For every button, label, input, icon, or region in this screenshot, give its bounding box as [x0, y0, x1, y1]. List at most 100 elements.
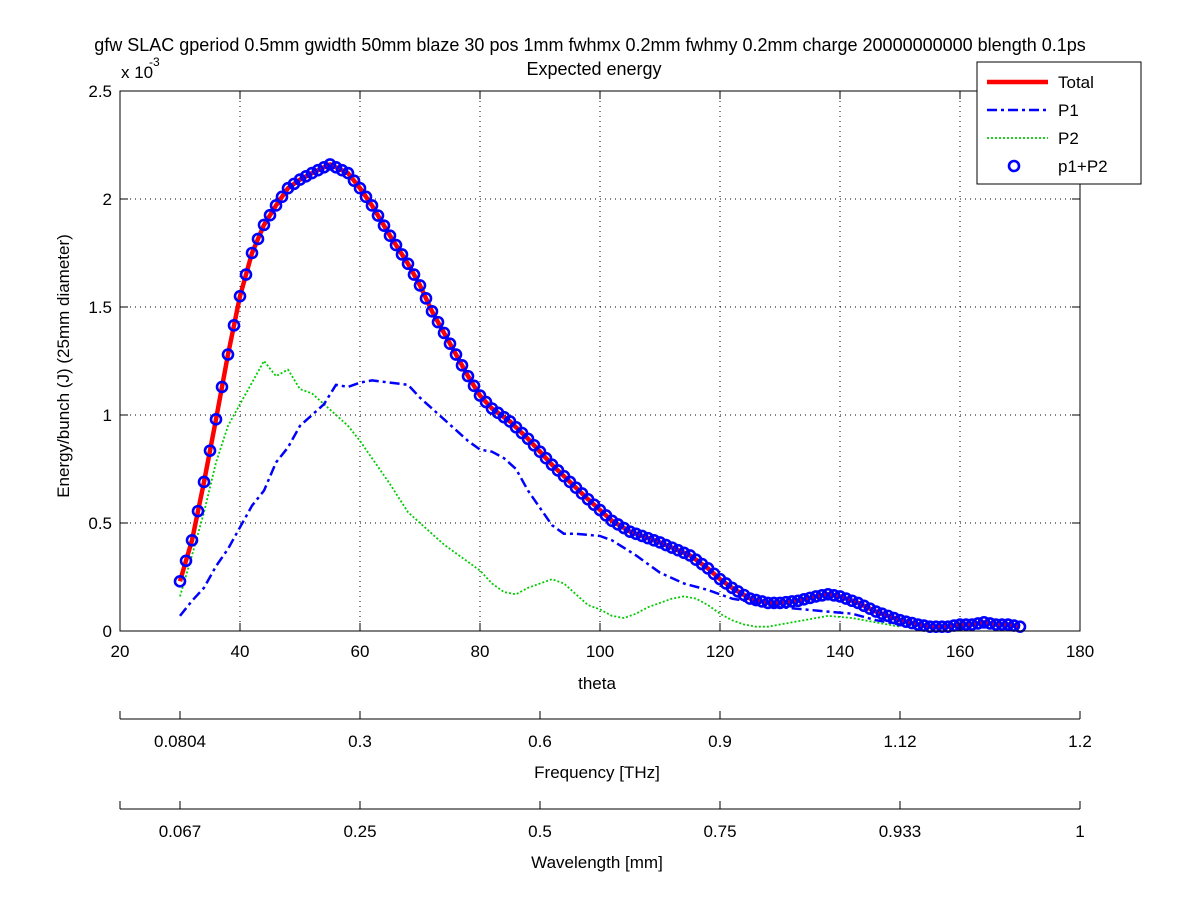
legend-swatch: [1007, 159, 1021, 173]
data-point: [833, 590, 847, 603]
data-point: [623, 525, 637, 538]
data-point: [425, 305, 439, 318]
data-point: [389, 238, 403, 252]
data-point: [755, 595, 769, 608]
x-tick-label: 60: [351, 642, 370, 661]
secondary-tick-label: 0.933: [879, 822, 922, 841]
data-point: [971, 617, 985, 630]
y-tick-label: 2.5: [88, 82, 112, 101]
data-point: [221, 348, 235, 361]
secondary-tick-label: 0.067: [159, 822, 202, 841]
x-tick-label: 160: [946, 642, 974, 661]
series-p1-p2-markers: [173, 158, 1027, 633]
y-exponent-base: x 10: [121, 63, 153, 82]
data-point: [359, 190, 373, 204]
y-tick-label: 1.5: [88, 298, 112, 317]
data-point: [863, 602, 877, 615]
data-point: [893, 613, 907, 627]
data-point: [449, 348, 463, 361]
x-tick-label: 80: [471, 642, 490, 661]
data-point: [779, 595, 793, 609]
x-tick-label: 140: [826, 642, 854, 661]
secondary-axis-label: Wavelength [mm]: [531, 853, 663, 872]
data-point: [875, 607, 889, 621]
data-point: [881, 609, 895, 623]
legend-entry: P2: [987, 129, 1079, 148]
x-axis-ticks: 20 40 60 80 100 120 140 160 180: [111, 91, 1094, 661]
data-point: [407, 268, 421, 281]
x-tick-label: 120: [706, 642, 734, 661]
data-point: [377, 219, 391, 232]
chart-title: gfw SLAC gperiod 0.5mm gwidth 50mm blaze…: [94, 35, 1086, 55]
legend-label: Total: [1058, 73, 1094, 92]
y-tick-label: 2: [103, 190, 112, 209]
data-point: [665, 541, 679, 554]
secondary-axis-label: Frequency [THz]: [534, 763, 660, 782]
data-point: [959, 618, 973, 631]
data-point: [677, 546, 691, 560]
x-tick-label: 20: [111, 642, 130, 661]
legend-label: p1+P2: [1058, 157, 1108, 176]
data-point: [935, 620, 949, 633]
data-point: [629, 527, 643, 541]
series-p2-line: [179, 360, 901, 628]
data-point: [347, 174, 361, 187]
data-point: [227, 319, 241, 332]
data-point: [1001, 618, 1015, 631]
data-point: [845, 594, 859, 608]
data-point: [251, 232, 265, 246]
data-point: [383, 229, 397, 243]
data-point: [353, 181, 367, 195]
data-point: [191, 504, 205, 518]
data-point: [647, 533, 661, 547]
data-point: [263, 208, 277, 222]
data-point: [905, 616, 919, 630]
secondary-tick-label: 0.25: [343, 822, 376, 841]
data-point: [749, 593, 763, 607]
x-tick-label: 40: [231, 642, 250, 661]
data-point: [785, 595, 799, 608]
data-point: [869, 605, 883, 618]
data-point: [899, 615, 913, 628]
secondary-tick-label: 0.0804: [154, 732, 206, 751]
legend-label: P2: [1058, 129, 1079, 148]
data-point: [317, 161, 331, 174]
data-point: [401, 257, 415, 271]
secondary-axis-2: 0.067 0.25 0.5 0.75 0.933 1 Wavelength [mm]: [119, 801, 1085, 872]
secondary-tick-label: 1: [1075, 822, 1084, 841]
data-point: [761, 596, 775, 610]
data-point: [995, 618, 1009, 631]
series-layer: [173, 158, 1027, 633]
y-tick-label: 0: [103, 622, 112, 641]
data-point: [803, 591, 817, 605]
y-axis-label: Energy/bunch (J) (25mm diameter): [54, 234, 73, 498]
data-point: [767, 596, 781, 610]
data-point: [659, 538, 673, 552]
data-point: [233, 289, 247, 303]
data-point: [269, 199, 283, 212]
data-point: [341, 166, 355, 180]
data-point: [239, 268, 253, 281]
secondary-tick-label: 0.6: [528, 732, 552, 751]
data-point: [431, 315, 445, 329]
y-axis-ticks: 0 0.5 1 1.5 2 2.5: [88, 82, 1080, 641]
secondary-tick-label: 0.9: [708, 732, 732, 751]
data-point: [185, 533, 199, 547]
data-point: [851, 596, 865, 610]
data-point: [839, 592, 853, 605]
legend-entry: P1: [987, 101, 1079, 120]
data-point: [371, 209, 385, 222]
y-exponent-power: -3: [149, 55, 160, 69]
secondary-axis-1: 0.0804 0.3 0.6 0.9 1.12 1.2 Frequency [THz]: [119, 711, 1092, 782]
secondary-tick-label: 1.12: [883, 732, 916, 751]
data-point: [983, 617, 997, 630]
chart-subtitle: Expected energy: [526, 59, 661, 79]
data-point: [311, 163, 325, 177]
y-tick-label: 0.5: [88, 514, 112, 533]
data-point: [977, 616, 991, 629]
data-point: [743, 592, 757, 605]
y-tick-label: 1: [103, 406, 112, 425]
data-point: [365, 199, 379, 212]
